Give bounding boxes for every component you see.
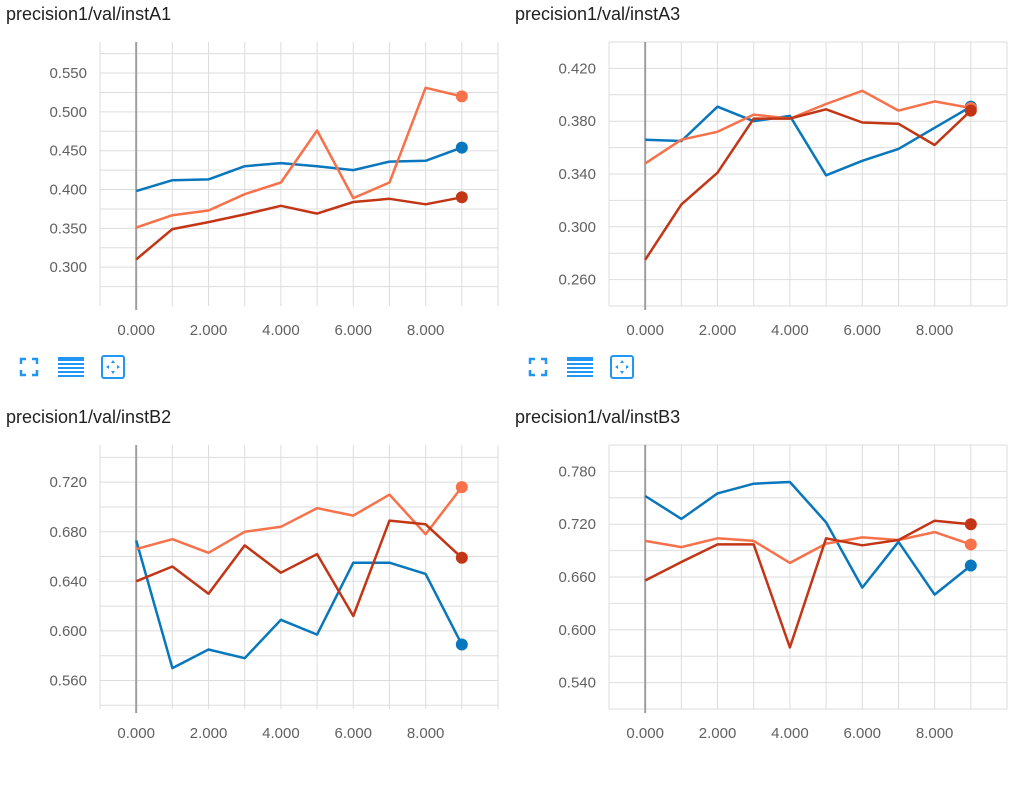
series-end-marker-orange — [964, 538, 977, 551]
x-tick-label: 4.000 — [771, 725, 809, 742]
fit-domain-icon — [610, 355, 634, 379]
x-tick-label: 2.000 — [190, 725, 228, 742]
series-line-blue — [135, 146, 463, 193]
y-tick-label: 0.300 — [49, 259, 87, 276]
series-line-orange — [644, 530, 972, 565]
y-tick-label: 0.300 — [558, 219, 596, 236]
y-tick-label: 0.540 — [558, 675, 596, 692]
series-line-orange — [135, 86, 463, 229]
y-tick-label: 0.450 — [49, 143, 87, 160]
y-tick-label: 0.640 — [49, 573, 87, 590]
fullscreen-button[interactable] — [14, 352, 44, 382]
y-tick-label: 0.780 — [558, 463, 596, 480]
y-tick-label: 0.400 — [49, 182, 87, 199]
chart-panel-instB3: precision1/val/instB3 0.540 0.600 0.660 0.7… — [509, 403, 1017, 803]
x-tick-label: 2.000 — [699, 725, 737, 742]
y-tick-label: 0.660 — [558, 569, 596, 586]
chart-title: precision1/val/instA1 — [6, 4, 172, 24]
y-tick-label: 0.350 — [49, 220, 87, 237]
x-tick-label: 8.000 — [916, 725, 954, 742]
series-end-marker-red — [964, 104, 977, 117]
fit-domain-button[interactable] — [607, 352, 637, 382]
chart-panel-instB2: precision1/val/instB2 0.560 0.600 0.640 0.6… — [0, 403, 510, 803]
data-table-button[interactable] — [565, 352, 595, 382]
x-tick-label: 8.000 — [407, 322, 445, 339]
y-tick-label: 0.380 — [558, 113, 596, 130]
x-tick-label: 6.000 — [334, 725, 372, 742]
x-tick-label: 0.000 — [626, 725, 664, 742]
line-chart-instB3[interactable]: 0.540 0.600 0.660 0.720 0.780 0.000 2.000 4.000… — [509, 403, 1017, 752]
series-line-red — [135, 196, 463, 261]
chart-title: precision1/val/instB3 — [515, 407, 681, 427]
fullscreen-icon — [19, 357, 39, 377]
chart-title: precision1/val/instB2 — [6, 407, 172, 427]
series-end-marker-orange — [455, 90, 468, 103]
series-line-blue — [645, 105, 972, 177]
data-table-button[interactable] — [56, 352, 86, 382]
y-tick-label: 0.680 — [49, 524, 87, 541]
x-tick-label: 0.000 — [626, 322, 664, 339]
x-tick-label: 0.000 — [117, 322, 155, 339]
chart-toolbar — [14, 352, 128, 382]
line-chart-instB2[interactable]: 0.560 0.600 0.640 0.680 0.720 0.000 2.000 4.000… — [0, 403, 510, 752]
x-tick-label: 8.000 — [407, 725, 445, 742]
series-end-marker-orange — [455, 481, 468, 494]
y-tick-label: 0.260 — [558, 272, 596, 289]
y-tick-label: 0.550 — [49, 65, 87, 82]
series-line-blue — [644, 480, 972, 596]
data-table-icon — [567, 357, 593, 377]
x-tick-label: 0.000 — [117, 725, 155, 742]
y-tick-label: 0.500 — [49, 104, 87, 121]
chart-panel-instA3: precision1/val/instA3 0.260 0.300 0.340 0.3… — [509, 0, 1017, 400]
line-chart-instA3[interactable]: 0.260 0.300 0.340 0.380 0.420 0.000 2.000 4.000… — [509, 0, 1017, 350]
series-line-red — [644, 519, 971, 649]
series-end-marker-red — [455, 551, 468, 564]
x-tick-label: 4.000 — [262, 322, 300, 339]
y-tick-label: 0.600 — [558, 622, 596, 639]
series-line-blue — [134, 540, 463, 670]
series-end-marker-blue — [964, 559, 977, 572]
y-tick-label: 0.600 — [49, 623, 87, 640]
x-tick-label: 2.000 — [190, 322, 228, 339]
series-end-marker-blue — [455, 638, 468, 651]
x-tick-label: 6.000 — [843, 725, 881, 742]
fit-domain-icon — [101, 355, 125, 379]
x-tick-label: 6.000 — [334, 322, 372, 339]
series-end-marker-blue — [455, 141, 468, 154]
series-line-orange — [644, 89, 972, 165]
chart-toolbar — [523, 352, 637, 382]
x-tick-label: 2.000 — [699, 322, 737, 339]
series-line-orange — [135, 486, 463, 555]
x-tick-label: 4.000 — [771, 322, 809, 339]
chart-title: precision1/val/instA3 — [515, 4, 681, 24]
fit-domain-button[interactable] — [98, 352, 128, 382]
y-tick-label: 0.340 — [558, 166, 596, 183]
line-chart-instA1[interactable]: 0.300 0.350 0.400 0.450 0.500 0.550 0.000 2.000… — [0, 0, 510, 350]
x-tick-label: 6.000 — [843, 322, 881, 339]
series-end-marker-red — [964, 518, 977, 531]
x-tick-label: 4.000 — [262, 725, 300, 742]
y-tick-label: 0.720 — [49, 474, 87, 491]
series-line-red — [135, 519, 463, 618]
y-tick-label: 0.560 — [49, 672, 87, 689]
series-end-marker-red — [455, 191, 468, 204]
y-tick-label: 0.720 — [558, 516, 596, 533]
data-table-icon — [58, 357, 84, 377]
fullscreen-button[interactable] — [523, 352, 553, 382]
x-tick-label: 8.000 — [916, 322, 954, 339]
fullscreen-icon — [528, 357, 548, 377]
y-tick-label: 0.420 — [558, 60, 596, 77]
series-line-red — [644, 108, 972, 261]
chart-panel-instA1: precision1/val/instA1 0.300 0.350 0.400 0.4… — [0, 0, 510, 400]
